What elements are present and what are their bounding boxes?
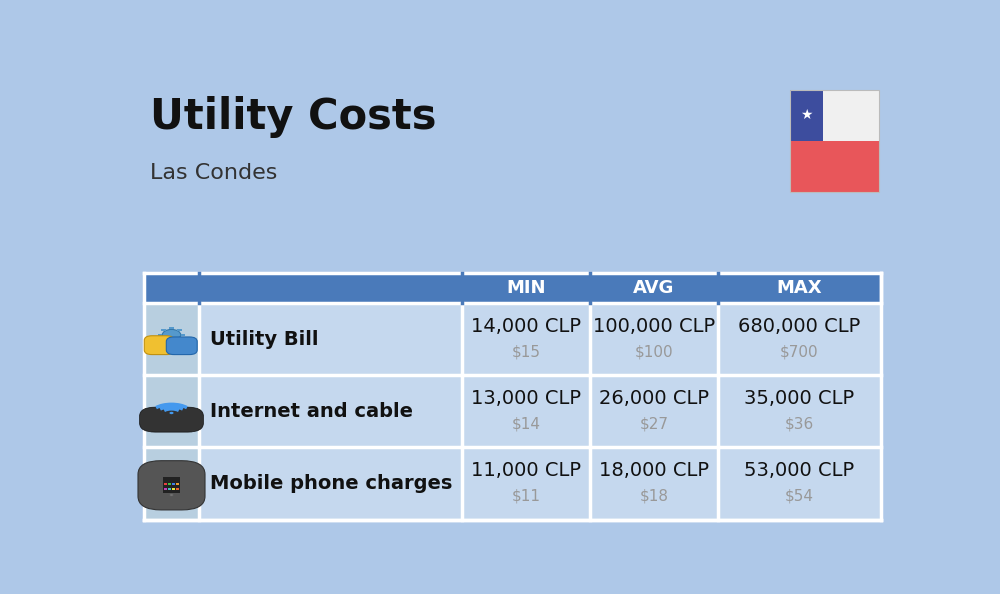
Bar bbox=[161, 339, 166, 341]
Bar bbox=[169, 340, 174, 343]
Bar bbox=[177, 339, 182, 341]
Text: Mobile phone charges: Mobile phone charges bbox=[210, 474, 453, 493]
Text: 11,000 CLP: 11,000 CLP bbox=[471, 461, 581, 480]
FancyBboxPatch shape bbox=[144, 447, 199, 520]
FancyBboxPatch shape bbox=[166, 337, 197, 355]
Text: Utility Bill: Utility Bill bbox=[210, 330, 319, 349]
FancyBboxPatch shape bbox=[144, 304, 199, 375]
Bar bbox=[164, 483, 167, 485]
Text: $36: $36 bbox=[785, 417, 814, 432]
Bar bbox=[177, 329, 182, 331]
Text: $18: $18 bbox=[639, 489, 668, 504]
Circle shape bbox=[162, 330, 181, 340]
Text: $11: $11 bbox=[512, 489, 541, 504]
Circle shape bbox=[169, 412, 174, 414]
Text: AVG: AVG bbox=[633, 279, 675, 297]
Bar bbox=[164, 488, 167, 490]
Text: 35,000 CLP: 35,000 CLP bbox=[744, 389, 854, 408]
Text: 18,000 CLP: 18,000 CLP bbox=[599, 461, 709, 480]
FancyBboxPatch shape bbox=[790, 90, 823, 141]
FancyBboxPatch shape bbox=[790, 90, 879, 141]
Text: 53,000 CLP: 53,000 CLP bbox=[744, 461, 854, 480]
Bar bbox=[176, 483, 179, 485]
Text: 26,000 CLP: 26,000 CLP bbox=[599, 389, 709, 408]
FancyBboxPatch shape bbox=[144, 375, 199, 447]
Text: 13,000 CLP: 13,000 CLP bbox=[471, 389, 581, 408]
FancyBboxPatch shape bbox=[199, 304, 881, 375]
FancyBboxPatch shape bbox=[140, 407, 203, 432]
Text: 100,000 CLP: 100,000 CLP bbox=[593, 317, 715, 336]
Bar bbox=[168, 483, 171, 485]
Bar bbox=[172, 488, 175, 490]
Text: Internet and cable: Internet and cable bbox=[210, 402, 413, 421]
FancyBboxPatch shape bbox=[138, 461, 205, 510]
Text: $100: $100 bbox=[635, 345, 673, 360]
FancyBboxPatch shape bbox=[144, 273, 881, 304]
Text: MAX: MAX bbox=[776, 279, 822, 297]
Bar bbox=[172, 483, 175, 485]
Text: Las Condes: Las Condes bbox=[150, 163, 277, 183]
Text: $54: $54 bbox=[785, 489, 814, 504]
FancyBboxPatch shape bbox=[144, 336, 174, 355]
Text: $700: $700 bbox=[780, 345, 819, 360]
Text: MIN: MIN bbox=[506, 279, 546, 297]
Text: 680,000 CLP: 680,000 CLP bbox=[738, 317, 860, 336]
Text: 14,000 CLP: 14,000 CLP bbox=[471, 317, 581, 336]
Bar bbox=[158, 334, 162, 336]
Text: ★: ★ bbox=[800, 108, 813, 122]
Bar bbox=[161, 329, 166, 331]
Text: $15: $15 bbox=[512, 345, 541, 360]
FancyBboxPatch shape bbox=[199, 447, 881, 520]
FancyBboxPatch shape bbox=[790, 141, 879, 192]
FancyBboxPatch shape bbox=[199, 375, 881, 447]
Bar bbox=[168, 488, 171, 490]
Text: $27: $27 bbox=[639, 417, 668, 432]
Bar bbox=[169, 327, 174, 330]
Bar bbox=[181, 334, 185, 336]
Circle shape bbox=[169, 494, 174, 496]
Text: Utility Costs: Utility Costs bbox=[150, 96, 436, 138]
Text: $14: $14 bbox=[512, 417, 541, 432]
Bar bbox=[176, 488, 179, 490]
FancyBboxPatch shape bbox=[163, 478, 180, 493]
